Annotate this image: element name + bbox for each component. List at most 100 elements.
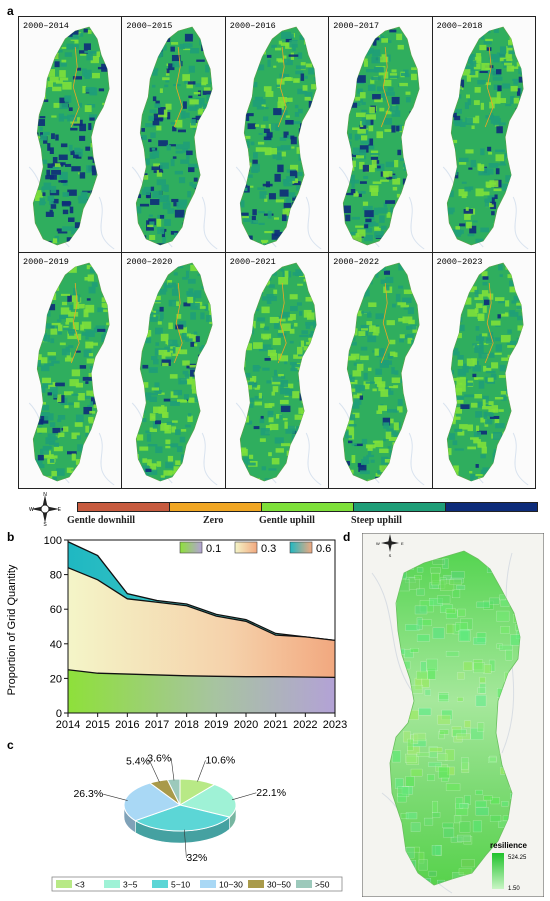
map-panel: 2000–2020 bbox=[121, 252, 226, 489]
x-tick-label: 2015 bbox=[85, 719, 109, 731]
y-tick-label: 20 bbox=[50, 673, 62, 685]
area-series bbox=[68, 541, 335, 641]
x-tick-label: 2018 bbox=[174, 719, 198, 731]
map-panel: 2000–2017 bbox=[328, 16, 433, 253]
map-panel: 2000–2021 bbox=[224, 252, 330, 489]
legend-label: 5~10 bbox=[171, 880, 190, 890]
map-period-label: 2000–2021 bbox=[229, 257, 276, 267]
map-panel: 2000–2018 bbox=[431, 16, 536, 253]
pie-data-label: 22.1% bbox=[256, 787, 286, 799]
pie-chart: 10.6% 22.1% 32% 26.3% 5.4%3.6% <3 3~5 5~10 10~3… bbox=[51, 752, 343, 892]
compass-s: S bbox=[43, 522, 47, 526]
panel-label-d: d bbox=[343, 530, 351, 544]
legend-swatch bbox=[261, 502, 354, 512]
map-period-label: 2000–2015 bbox=[126, 21, 173, 31]
pie-data-label: 5.4% bbox=[126, 755, 150, 767]
legend-swatch bbox=[56, 880, 72, 888]
area-legend: 0.1 0.3 0.6 bbox=[179, 541, 331, 555]
pie-data-label: 10.6% bbox=[205, 754, 235, 766]
map-period-label: 2000–2019 bbox=[23, 257, 69, 267]
x-tick-label: 2022 bbox=[293, 719, 317, 731]
resilience-min: 1.50 bbox=[508, 886, 520, 892]
map-period-label: 2000–2016 bbox=[229, 21, 276, 31]
y-tick-label: 60 bbox=[50, 604, 62, 616]
map-period-label: 2000–2014 bbox=[23, 21, 69, 31]
legend-swatch bbox=[296, 880, 312, 888]
pie-data-label: 26.3% bbox=[73, 788, 103, 800]
map-period-label: 2000–2023 bbox=[436, 257, 483, 267]
map-panel: 2000–2019 bbox=[18, 252, 123, 489]
legend-swatch bbox=[169, 502, 262, 512]
map-period-label: 2000–2017 bbox=[333, 21, 380, 31]
legend-label: 3~5 bbox=[123, 880, 138, 890]
legend-swatch bbox=[445, 502, 538, 512]
legend-swatch bbox=[104, 880, 120, 888]
compass-d-icon: N S E W bbox=[376, 533, 404, 558]
x-tick-label: 2014 bbox=[56, 719, 80, 731]
series-line bbox=[67, 567, 336, 641]
x-tick-label: 2020 bbox=[234, 719, 258, 731]
series-line bbox=[67, 541, 336, 641]
legend-label: 0.3 bbox=[261, 543, 276, 555]
legend-class-label: Zero bbox=[203, 515, 224, 526]
panel-label-c: c bbox=[7, 738, 14, 752]
svg-text:S: S bbox=[389, 553, 392, 558]
compass-rose-icon: N S E W bbox=[29, 492, 62, 526]
resilience-map: N S E W resilience 524.25 1.50 bbox=[362, 533, 544, 897]
map-panel: 2000–2016 bbox=[224, 16, 330, 253]
resilience-title: resilience bbox=[490, 841, 527, 850]
legend-swatch bbox=[152, 880, 168, 888]
pie-legend-frame bbox=[51, 876, 343, 892]
map-panel: 2000–2014 bbox=[18, 16, 123, 253]
map-panel: 2000–2015 bbox=[121, 16, 226, 253]
x-tick-label: 2023 bbox=[323, 719, 347, 731]
y-axis-label: Proportion of Grid Quantity bbox=[6, 564, 18, 695]
map-panel: 2000–2022 bbox=[328, 252, 433, 489]
compass-n: N bbox=[43, 492, 47, 498]
legend-swatch bbox=[289, 541, 313, 554]
x-tick-label: 2016 bbox=[115, 719, 139, 731]
legend-label: <3 bbox=[75, 880, 85, 890]
x-tick-label: 2017 bbox=[145, 719, 169, 731]
series-line bbox=[67, 669, 336, 679]
y-tick-label: 100 bbox=[44, 535, 62, 547]
x-tick-label: 2021 bbox=[263, 719, 287, 731]
legend-label: 30~50 bbox=[267, 880, 291, 890]
map-period-label: 2000–2022 bbox=[333, 257, 380, 267]
area-series bbox=[68, 567, 335, 678]
legend-swatch bbox=[234, 541, 258, 554]
legend-swatch bbox=[248, 880, 264, 888]
pie-data-label: 3.6% bbox=[147, 752, 171, 764]
plot-frame bbox=[67, 539, 336, 714]
legend-swatch bbox=[179, 541, 203, 554]
pie-slice bbox=[123, 782, 182, 822]
resilience-colorbar bbox=[492, 853, 504, 889]
map-period-label: 2000–2020 bbox=[126, 257, 173, 267]
svg-text:E: E bbox=[401, 541, 404, 546]
resilience-max: 524.25 bbox=[508, 855, 527, 861]
y-tick-label: 0 bbox=[56, 708, 62, 720]
svg-text:N: N bbox=[389, 533, 392, 534]
map-panel: 2000–2023 bbox=[431, 252, 536, 489]
compass-w: W bbox=[29, 507, 34, 513]
svg-text:W: W bbox=[376, 541, 380, 546]
pie-legend: <3 3~5 5~10 10~30 30~50 >50 bbox=[56, 880, 330, 890]
x-tick-label: 2019 bbox=[204, 719, 228, 731]
legend-label: 10~30 bbox=[219, 880, 243, 890]
legend-swatch bbox=[77, 502, 170, 512]
legend-label: 0.1 bbox=[206, 543, 221, 555]
legend-label: 0.6 bbox=[316, 543, 331, 555]
pie-data-label: 32% bbox=[186, 852, 207, 864]
area-series bbox=[68, 669, 335, 713]
legend-class-label: Gentle downhill bbox=[67, 515, 136, 526]
area-chart: 0 20 40 60 80 100 2014 2015 2016 2017 2018 2019 2020… bbox=[6, 535, 347, 731]
legend-label: >50 bbox=[315, 880, 330, 890]
legend-swatch bbox=[353, 502, 446, 512]
panel-label-b: b bbox=[7, 530, 15, 544]
y-tick-label: 80 bbox=[50, 570, 62, 582]
pie-slice bbox=[178, 784, 237, 818]
panel-label-a: a bbox=[7, 4, 14, 18]
y-tick-label: 40 bbox=[50, 639, 62, 651]
legend-swatch bbox=[200, 880, 216, 888]
legend-class-label: Steep uphill bbox=[351, 515, 402, 526]
